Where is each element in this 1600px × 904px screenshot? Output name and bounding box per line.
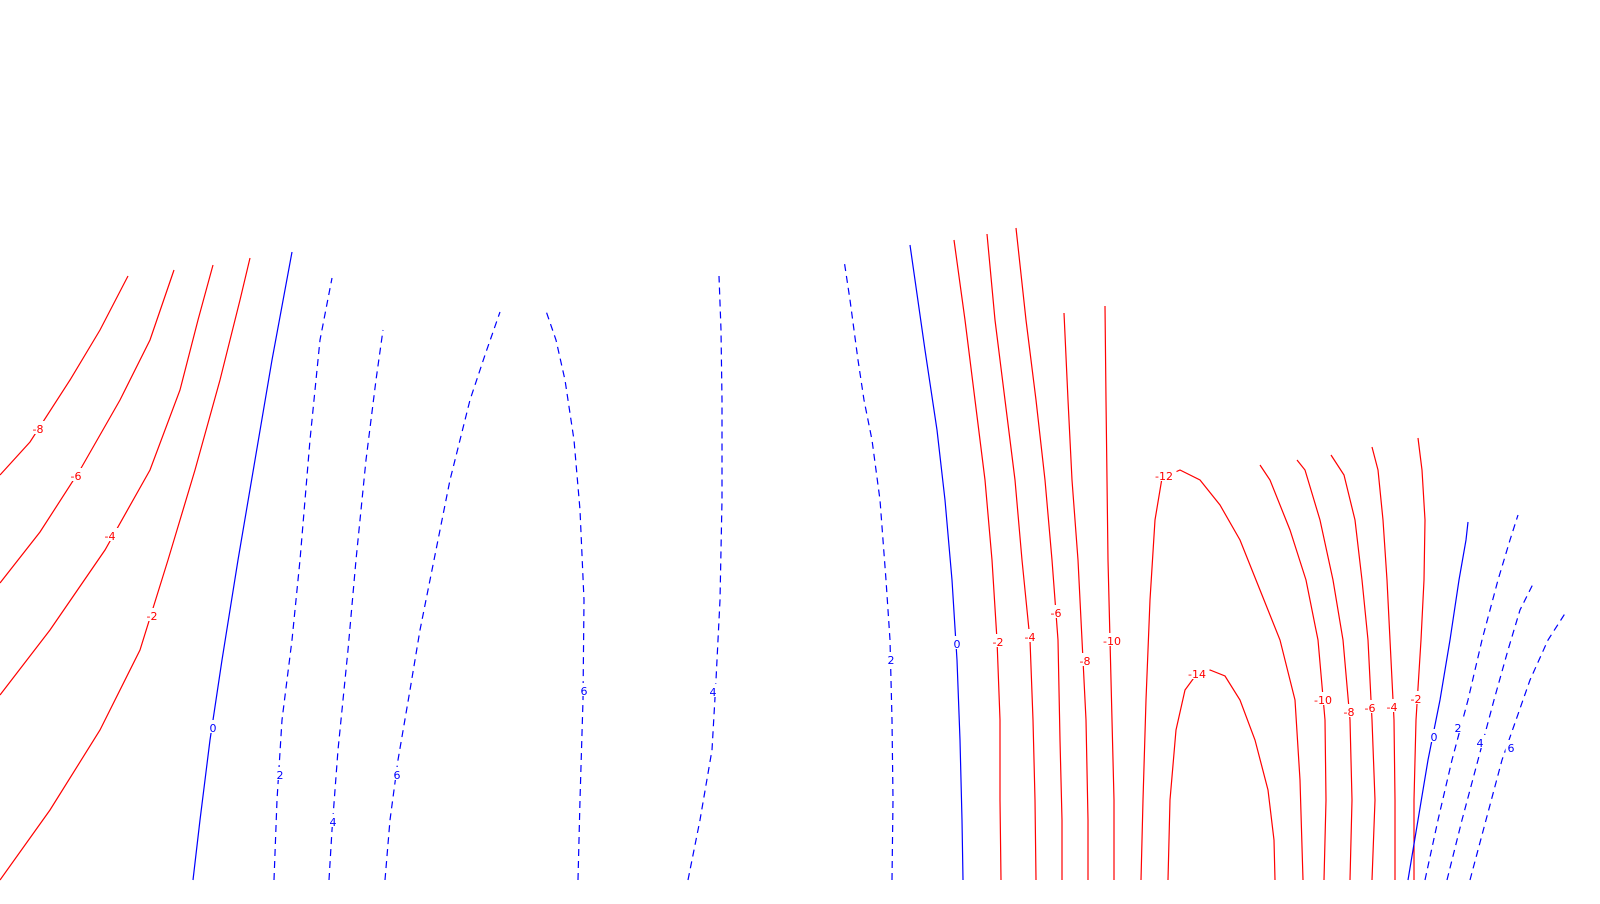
contour-label-bg (1021, 629, 1039, 642)
contour-line-zero-4 (192, 251, 293, 881)
contour-label-neg8: -8 (1080, 655, 1091, 668)
contour-label-zero: 0 (210, 722, 217, 735)
contour-label-bg (1505, 740, 1517, 753)
contour-label-bg (578, 683, 590, 696)
contour-line-neg10-19 (1259, 464, 1327, 881)
contour-line-pos4-9 (687, 275, 723, 881)
contour-label-neg2: -2 (993, 636, 1004, 649)
contour-label-bg (29, 421, 47, 434)
contour-line-zero-11 (909, 244, 964, 881)
contour-line-neg8-15 (1063, 312, 1089, 880)
contour-label-neg10: -10 (1103, 635, 1121, 648)
contour-label-bg (327, 814, 339, 827)
contour-label-pos6: 6 (581, 685, 588, 698)
contour-line-neg10-16 (1104, 305, 1115, 880)
contour-label-bg (143, 608, 161, 621)
contour-label-neg12: -12 (1155, 470, 1173, 483)
contour-label-bg (1361, 700, 1379, 713)
contour-line-pos2-5 (273, 277, 333, 881)
contour-label-neg2: -2 (1411, 693, 1422, 706)
contour-label-bg (1047, 605, 1065, 618)
contour-label-neg2: -2 (147, 610, 158, 623)
contour-label-pos4: 4 (330, 816, 337, 829)
contour-label-neg4: -4 (105, 530, 116, 543)
contour-label-bg (1310, 692, 1336, 705)
contour-label-bg (1383, 699, 1401, 712)
contour-line-pos6-27 (1469, 611, 1567, 881)
contour-label-bg (1099, 633, 1125, 646)
contour-line-pos4-26 (1446, 581, 1535, 881)
contour-label-bg (1340, 704, 1358, 717)
contour-label-zero: 0 (1431, 731, 1438, 744)
contour-line-pos2-25 (1424, 514, 1519, 881)
contour-line-zero-24 (1407, 521, 1469, 881)
contour-label-bg (391, 767, 403, 780)
contour-label-bg (1407, 691, 1425, 704)
contour-label-neg10: -10 (1314, 694, 1332, 707)
contour-label-pos4: 4 (1477, 737, 1484, 750)
contour-line-neg8-20 (1296, 459, 1353, 881)
contour-label-bg (1452, 720, 1464, 733)
contour-line-neg14-18 (1167, 669, 1276, 881)
contour-line-neg2-23 (1413, 437, 1426, 880)
contour-line-neg6-14 (1015, 227, 1063, 880)
contour-label-pos6: 6 (394, 769, 401, 782)
contour-label-pos2: 2 (1455, 722, 1462, 735)
contour-label-zero: 0 (954, 638, 961, 651)
contour-label-pos6: 6 (1508, 742, 1515, 755)
contour-line-neg4-13 (986, 233, 1037, 881)
contour-line-neg8-0 (0, 275, 129, 476)
contour-label-pos4: 4 (710, 686, 717, 699)
contour-label-neg6: -6 (71, 470, 82, 483)
contour-line-pos6-7 (384, 311, 501, 881)
contour-label-neg14: -14 (1188, 668, 1206, 681)
contour-label-neg8: -8 (1344, 706, 1355, 719)
contour-line-pos6-8 (544, 307, 585, 881)
contour-label-neg6: -6 (1051, 607, 1062, 620)
contour-label-bg (1184, 666, 1210, 679)
contour-line-pos4-6 (328, 329, 384, 881)
contour-line-neg4-22 (1371, 446, 1396, 880)
contour-label-bg (101, 528, 119, 541)
contour-label-bg (1474, 735, 1486, 748)
contour-label-pos2: 2 (888, 654, 895, 667)
contour-label-bg (951, 636, 963, 649)
contour-label-pos2: 2 (277, 769, 284, 782)
contour-label-bg (885, 652, 897, 665)
contour-label-bg (1151, 468, 1177, 481)
contour-line-pos2-10 (843, 259, 894, 881)
contour-label-bg (1428, 729, 1440, 742)
contour-label-bg (989, 634, 1007, 647)
contour-line-neg4-2 (0, 264, 214, 696)
contour-label-bg (67, 468, 85, 481)
contour-label-bg (707, 684, 719, 697)
contour-label-neg8: -8 (33, 423, 44, 436)
contour-line-neg6-21 (1330, 454, 1376, 881)
contour-line-neg12-17 (1140, 469, 1304, 881)
contour-label-neg4: -4 (1387, 701, 1398, 714)
contour-line-neg2-12 (953, 239, 1002, 881)
contour-label-neg4: -4 (1025, 631, 1036, 644)
contour-line-neg2-3 (0, 257, 251, 881)
contour-label-bg (207, 720, 219, 733)
contour-label-neg6: -6 (1365, 702, 1376, 715)
contour-label-bg (274, 767, 286, 780)
contour-label-bg (1076, 653, 1094, 666)
contour-line-neg6-1 (0, 269, 175, 584)
